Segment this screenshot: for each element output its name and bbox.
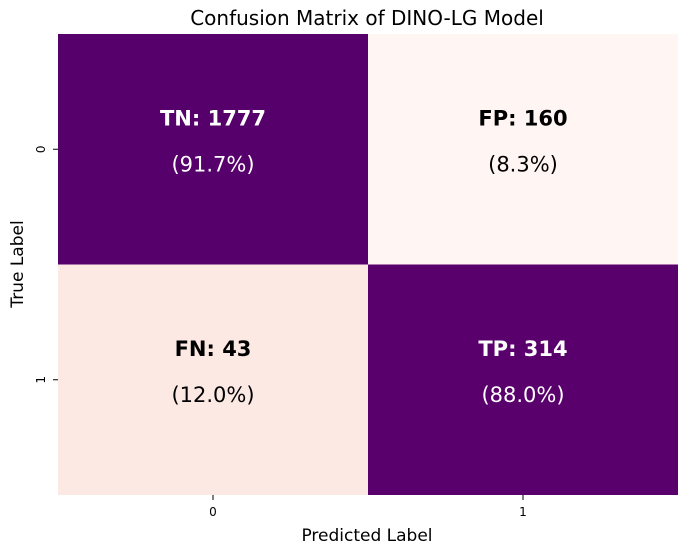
x-tick-label: 1 [519, 505, 527, 519]
heatmap-cell-r1-c0 [58, 264, 368, 495]
chart-title: Confusion Matrix of DINO-LG Model [190, 6, 544, 30]
cell-count-label: FP: 160 [478, 106, 567, 130]
y-tick-label: 0 [34, 145, 48, 153]
y-axis-label: True Label [8, 220, 28, 308]
heatmap-cell-labels: TN: 1777 (91.7%) FP: 160 (8.3%) FN: 43 (12.0%… [160, 106, 568, 407]
cell-count-label: TN: 1777 [160, 106, 266, 130]
x-axis-label: Predicted Label [301, 526, 432, 546]
heatmap-cells [58, 34, 678, 495]
y-axis-ticks: 01 [34, 145, 58, 384]
cell-count-label: TP: 314 [478, 337, 567, 361]
heatmap-cell-r1-c1 [368, 264, 678, 495]
cell-percent-label: (8.3%) [488, 152, 558, 176]
cell-percent-label: (88.0%) [481, 383, 564, 407]
heatmap-cell-r0-c0 [58, 34, 368, 265]
heatmap-cell-r0-c1 [368, 34, 678, 265]
cell-percent-label: (91.7%) [171, 152, 254, 176]
cell-count-label: FN: 43 [175, 337, 252, 361]
x-tick-label: 0 [209, 505, 217, 519]
cell-percent-label: (12.0%) [171, 383, 254, 407]
y-tick-label: 1 [34, 376, 48, 384]
